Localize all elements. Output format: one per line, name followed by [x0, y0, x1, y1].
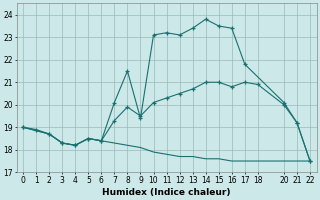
X-axis label: Humidex (Indice chaleur): Humidex (Indice chaleur)	[102, 188, 231, 197]
